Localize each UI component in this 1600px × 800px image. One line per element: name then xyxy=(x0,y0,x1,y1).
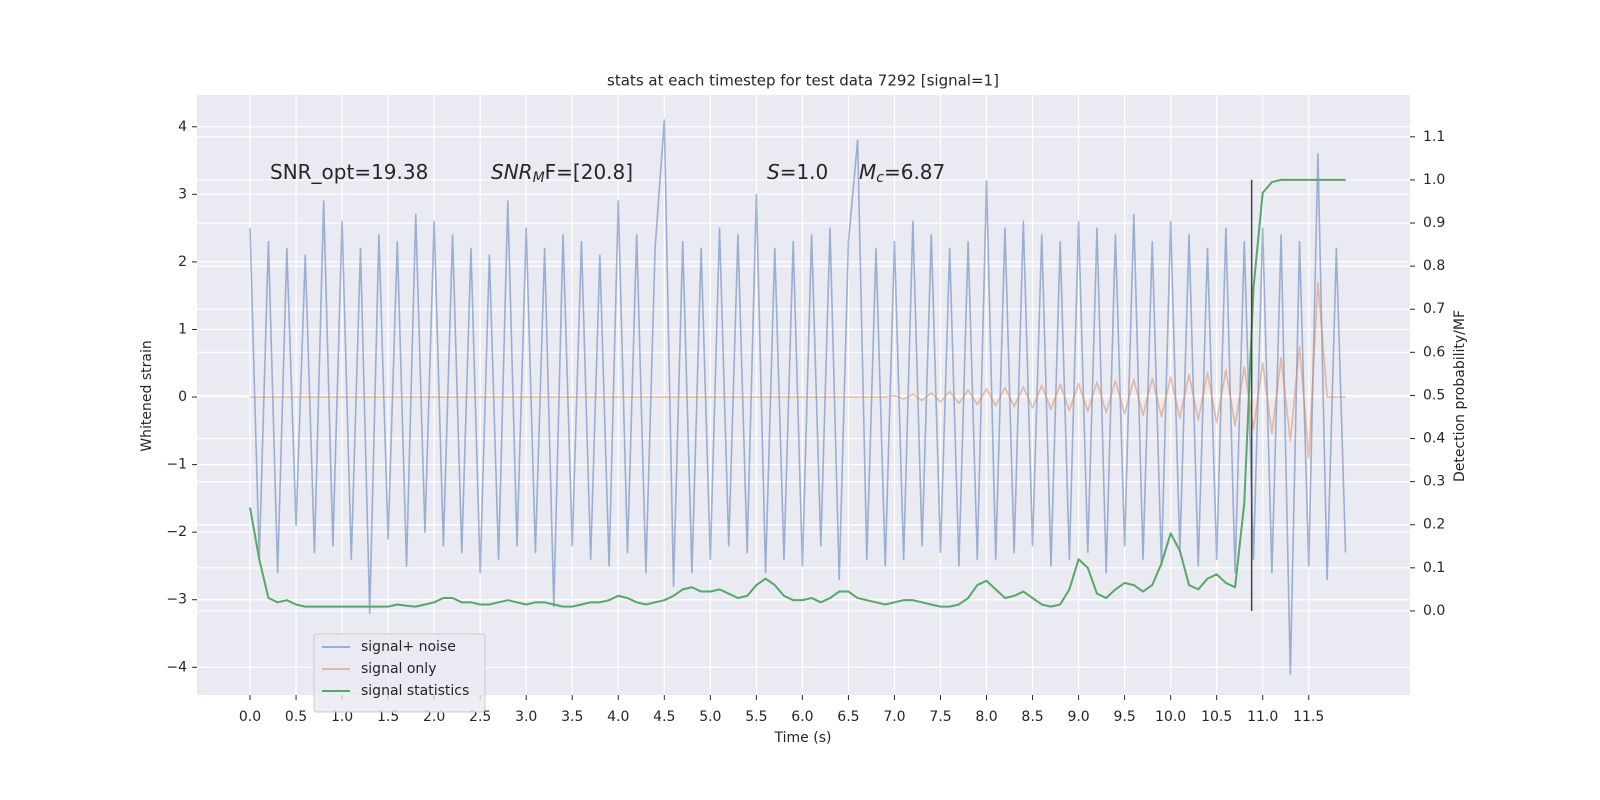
y-tick-label: 4 xyxy=(178,119,187,135)
y2-tick-label: 0.2 xyxy=(1423,517,1445,533)
annotation-part: F=[20.8] xyxy=(545,160,633,184)
x-tick-label: 10.0 xyxy=(1155,709,1186,725)
series-line xyxy=(249,119,1347,675)
x-tick-label: 8.0 xyxy=(975,709,997,725)
annotation-part: M xyxy=(533,170,545,186)
x-tick-label: 2.5 xyxy=(469,709,491,725)
x-tick-label: 7.0 xyxy=(883,709,905,725)
annotation-part: =1.0 xyxy=(780,160,829,184)
y2-tick-label: 0.6 xyxy=(1423,344,1445,360)
x-axis-label: Time (s) xyxy=(774,730,832,746)
x-tick-label: 10.5 xyxy=(1201,709,1232,725)
y-tick-label: −3 xyxy=(166,592,187,608)
x-tick-label: 9.0 xyxy=(1067,709,1089,725)
annotation-part: =6.87 xyxy=(884,160,945,184)
annotation-part: c xyxy=(876,170,884,186)
annotation-part: M xyxy=(859,160,876,184)
x-tick-label: 5.5 xyxy=(745,709,767,725)
series-line xyxy=(250,281,1346,459)
annotation-part: S xyxy=(767,160,780,184)
x-tick-label: 5.0 xyxy=(699,709,721,725)
annotation-part: SNR_opt=19.38 xyxy=(270,160,428,184)
y2-tick-label: 0.7 xyxy=(1423,301,1445,317)
y-tick-label: 0 xyxy=(178,389,187,405)
y-tick-label: 1 xyxy=(178,321,187,337)
x-tick-label: 0.0 xyxy=(239,709,261,725)
x-tick-label: 2.0 xyxy=(423,709,445,725)
legend: signal+ noise signal only signal statistic… xyxy=(313,633,486,713)
y2-tick-label: 0.3 xyxy=(1423,474,1445,490)
y2-tick-label: 0.4 xyxy=(1423,431,1445,447)
annotation: SNRMF=[20.8] xyxy=(491,160,633,187)
x-tick-label: 4.0 xyxy=(607,709,629,725)
legend-label: signal statistics xyxy=(361,683,469,699)
annotation-part: SNR xyxy=(491,160,533,184)
y2-tick-label: 0.5 xyxy=(1423,387,1445,403)
x-tick-label: 1.0 xyxy=(331,709,353,725)
y2-tick-label: 1.0 xyxy=(1423,172,1445,188)
x-tick-label: 7.5 xyxy=(929,709,951,725)
x-tick-label: 11.0 xyxy=(1247,709,1278,725)
y2-axis-label: Detection probability/MF xyxy=(1452,310,1468,482)
y-tick-label: −4 xyxy=(166,659,187,675)
y-axis-label: Whitened strain xyxy=(139,340,155,451)
x-tick-label: 1.5 xyxy=(377,709,399,725)
x-tick-label: 9.5 xyxy=(1113,709,1135,725)
chart-title: stats at each timestep for test data 729… xyxy=(607,72,999,90)
x-tick-label: 6.0 xyxy=(791,709,813,725)
y2-tick-label: 0.1 xyxy=(1423,560,1445,576)
annotation: SNR_opt=19.38 xyxy=(270,160,428,184)
y-tick-label: 2 xyxy=(178,254,187,270)
x-tick-label: 0.5 xyxy=(285,709,307,725)
y2-tick-label: 0.0 xyxy=(1423,603,1445,619)
annotation: Mc=6.87 xyxy=(859,160,945,187)
series-line xyxy=(249,178,1346,608)
x-tick-label: 4.5 xyxy=(653,709,675,725)
y-tick-label: 3 xyxy=(178,186,187,202)
legend-label: signal+ noise xyxy=(361,639,456,655)
y2-tick-label: 1.1 xyxy=(1423,129,1445,145)
x-tick-label: 11.5 xyxy=(1293,709,1324,725)
legend-box xyxy=(313,633,486,713)
y2-tick-label: 0.8 xyxy=(1423,258,1445,274)
legend-label: signal only xyxy=(361,661,436,677)
y-tick-label: −1 xyxy=(166,457,187,473)
x-tick-label: 3.5 xyxy=(561,709,583,725)
x-tick-label: 3.0 xyxy=(515,709,537,725)
annotation: S=1.0 xyxy=(767,160,828,184)
x-tick-label: 8.5 xyxy=(1021,709,1043,725)
y2-tick-label: 0.9 xyxy=(1423,215,1445,231)
y-tick-label: −2 xyxy=(166,524,187,540)
x-tick-label: 6.5 xyxy=(837,709,859,725)
